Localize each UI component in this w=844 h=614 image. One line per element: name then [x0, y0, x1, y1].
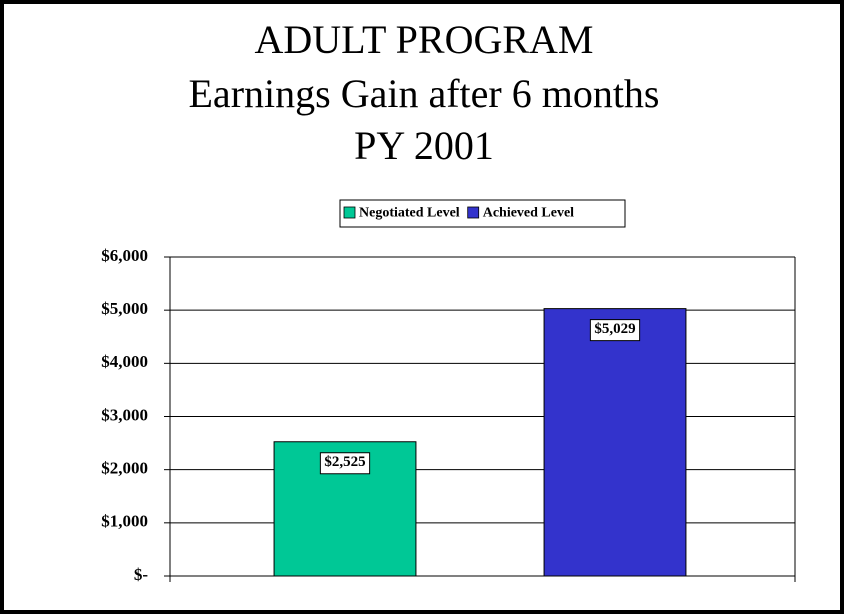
- y-tick-label: $-: [134, 565, 149, 584]
- legend-swatch: [343, 206, 356, 219]
- legend-label: Negotiated Level: [359, 206, 460, 221]
- y-tick-label: $6,000: [101, 246, 148, 265]
- chart-title: PY 2001: [354, 123, 494, 168]
- chart-title: ADULT PROGRAM: [255, 17, 594, 62]
- legend-swatch: [467, 206, 480, 219]
- legend-box: [339, 199, 626, 228]
- value-label-box: [589, 319, 641, 342]
- y-tick-label: $3,000: [101, 405, 148, 424]
- value-label: $2,525: [324, 454, 365, 470]
- bar: [543, 308, 687, 577]
- value-label-box: [319, 452, 371, 475]
- y-tick-label: $1,000: [101, 512, 148, 531]
- y-tick-label: $5,000: [101, 299, 148, 318]
- chart-title: Earnings Gain after 6 months: [189, 71, 660, 116]
- y-tick-label: $4,000: [101, 352, 148, 371]
- y-tick-label: $2,000: [101, 459, 148, 478]
- value-label: $5,029: [594, 321, 635, 337]
- legend-label: Achieved Level: [483, 206, 574, 221]
